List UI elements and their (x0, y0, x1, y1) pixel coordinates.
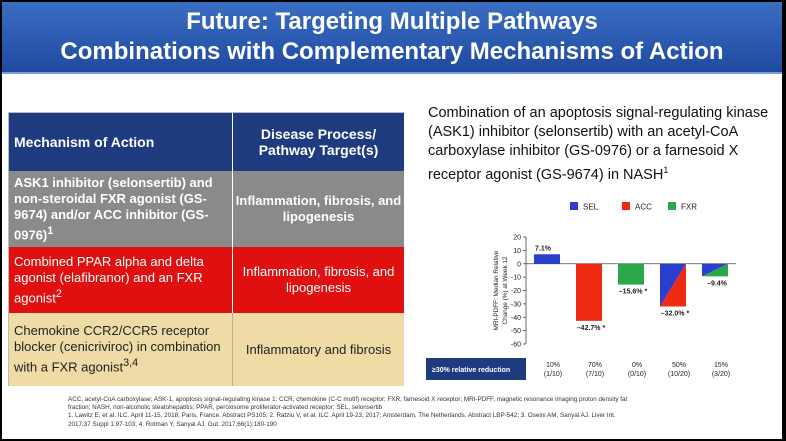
footnote-ref: 1 (47, 224, 54, 237)
target-label: Inflammatory and fibrosis (245, 341, 392, 357)
y-tick-label: -50 (511, 328, 521, 335)
header-line-2: Pathway Target(s) (258, 142, 379, 158)
bar-chart: SEL ACC FXR MRI-PDFF: Median Relative Change… (426, 202, 736, 380)
header-line-1: Disease Process/ (260, 126, 377, 142)
bar-fxr (618, 263, 644, 285)
table-header-mechanism: Mechanism of Action (9, 113, 232, 171)
reduction-frac: (10/20) (668, 371, 690, 378)
mechanism-text: Chemokine CCR2/CCR5 receptor blocker (ce… (14, 323, 232, 375)
table-row-1-mechanism: ASK1 inhibitor (selonsertib) and non-ste… (9, 171, 232, 247)
reduction-frac: (1/10) (544, 371, 562, 378)
footnote-ref: 3,4 (123, 357, 139, 370)
table-row-3-target: Inflammatory and fibrosis (232, 313, 404, 386)
legend-swatch-fxr (668, 202, 676, 210)
footnotes: ACC, acetyl-CoA carboxylase; ASK-1, apop… (68, 396, 768, 429)
bar-segment-fxr (702, 263, 728, 277)
reduction-pct: 70% (588, 362, 602, 369)
y-tick-label: -30 (511, 301, 521, 308)
bar-sel (534, 254, 560, 264)
legend-swatch-acc (622, 202, 630, 210)
reduction-pct: 50% (672, 362, 686, 369)
table-row-1-target: Inflammation, fibrosis, and lipogenesis (232, 171, 404, 247)
y-tick-label: 20 (513, 235, 521, 242)
legend-label-fxr: FXR (681, 203, 697, 212)
header-label-target: Disease Process/ Pathway Target(s) (259, 126, 379, 158)
data-label-acc: –42.7% * (577, 325, 606, 332)
y-tick-label: 0 (517, 261, 521, 268)
footnote-ref: 1 (663, 165, 669, 175)
y-tick-label: -60 (511, 342, 521, 349)
legend-label-sel: SEL (583, 203, 599, 212)
mechanism-label: Combined PPAR alpha and delta agonist (e… (14, 253, 204, 306)
mechanism-text: ASK1 inhibitor (selonsertib) and non-ste… (14, 175, 232, 243)
y-tick-label: -10 (511, 275, 521, 282)
reduction-pct: 15% (714, 362, 728, 369)
data-label-sel: 7.1% (535, 245, 552, 252)
reduction-label: ≥30% relative reduction (432, 367, 510, 374)
target-label: Inflammation, fibrosis, and lipogenesis (242, 264, 395, 295)
footnote-ref: 2 (55, 287, 62, 300)
y-tick-label: -40 (511, 315, 521, 322)
data-label-sel-acc: –32.0% * (661, 311, 690, 318)
reduction-frac: (0/10) (628, 371, 646, 378)
data-label-sel-fxr: –9.4% (707, 280, 728, 287)
y-tick-label: 10 (513, 248, 521, 255)
table-row-2-mechanism: Combined PPAR alpha and delta agonist (e… (9, 247, 232, 313)
bar-segment-acc (660, 263, 686, 307)
header-label: Mechanism of Action (14, 134, 155, 150)
chart-description-text: Combination of an apoptosis signal-regul… (428, 105, 769, 183)
footnote-line: fraction; NASH, non-alcoholic steatohepa… (68, 404, 383, 412)
y-axis-label: MRI-PDFF: Median Relative Change (%) at W… (493, 250, 509, 330)
reduction-frac: (3/20) (712, 371, 730, 378)
title-line-2: Combinations with Complementary Mechanis… (60, 38, 724, 65)
bar-acc (576, 263, 602, 321)
footnote-line: ACC, acetyl-CoA carboxylase; ASK-1, apop… (68, 396, 628, 403)
y-tick-label: -20 (511, 288, 521, 295)
footnote-line: 2017;37 Suppl 1:97-103; 4. Rotman Y, San… (68, 420, 277, 428)
chart-description: Combination of an apoptosis signal-regul… (428, 104, 778, 185)
title-line-1: Future: Targeting Multiple Pathways (186, 8, 598, 35)
legend-swatch-sel (570, 202, 578, 210)
mechanism-label: Chemokine CCR2/CCR5 receptor blocker (ce… (14, 323, 221, 375)
footnote-line: 1. Lawitz E, et al. ILC. April 11-15, 20… (68, 412, 616, 420)
reduction-pct: 0% (632, 362, 642, 369)
table-row-3-mechanism: Chemokine CCR2/CCR5 receptor blocker (ce… (9, 313, 232, 386)
reduction-pct: 10% (546, 362, 560, 369)
table-row-2-target: Inflammation, fibrosis, and lipogenesis (232, 247, 404, 313)
mechanism-text: Combined PPAR alpha and delta agonist (e… (14, 254, 232, 306)
reduction-frac: (7/10) (586, 371, 604, 378)
bar-segment-sel (702, 263, 728, 277)
data-label-fxr: –15.6% * (619, 289, 648, 296)
title-banner: Future: Targeting Multiple Pathways Comb… (2, 2, 782, 74)
target-label: Inflammation, fibrosis, and lipogenesis (235, 193, 402, 224)
reduction-label-box (426, 358, 526, 380)
table-header-target: Disease Process/ Pathway Target(s) (232, 113, 404, 171)
legend-label-acc: ACC (635, 203, 652, 212)
mechanism-table: Mechanism of Action Disease Process/ Pat… (8, 112, 404, 386)
mechanism-label: ASK1 inhibitor (selonsertib) and non-ste… (14, 174, 213, 243)
